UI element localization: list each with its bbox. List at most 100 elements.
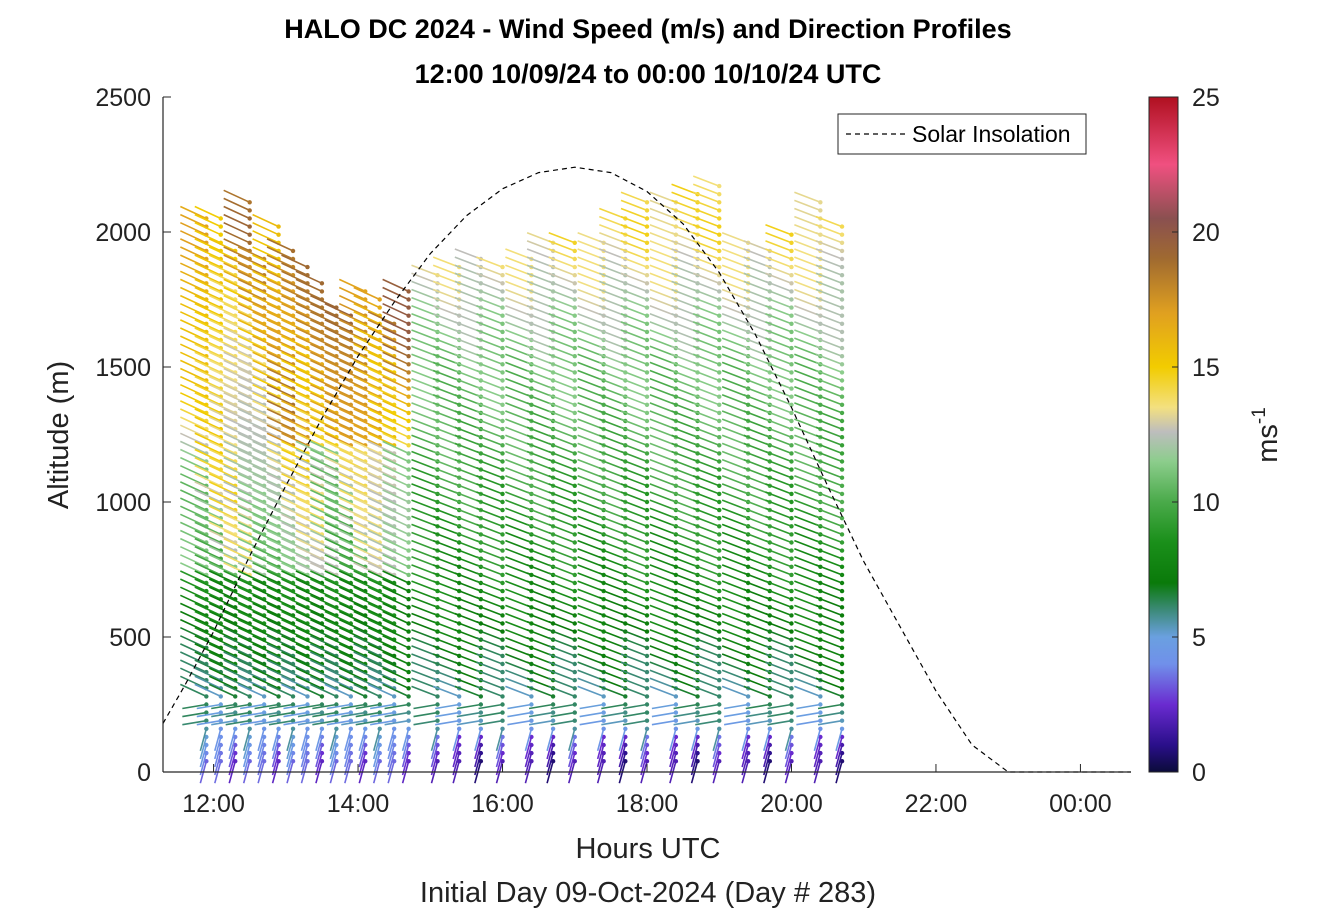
wind-barb	[266, 464, 294, 479]
wind-barb-head	[839, 410, 845, 416]
wind-barb	[550, 711, 575, 718]
wind-barb	[208, 610, 236, 625]
wind-barb	[338, 521, 366, 536]
wind-barb	[266, 667, 294, 681]
wind-barb-head	[644, 208, 650, 213]
wind-barb-head	[572, 297, 577, 302]
wind-barb	[242, 744, 251, 768]
wind-barb	[620, 466, 648, 479]
wind-barb-head	[789, 451, 794, 456]
wind-barb	[223, 562, 251, 576]
wind-barb	[281, 651, 308, 665]
x-tick-label: 14:00	[327, 790, 390, 818]
wind-barb	[237, 343, 265, 357]
wind-barb-head	[644, 459, 650, 464]
wind-barb-head	[500, 613, 505, 618]
wind-barb-head	[500, 443, 505, 448]
wind-barb	[620, 215, 648, 228]
wind-barb-head	[717, 329, 722, 335]
wind-barb	[476, 369, 503, 382]
wind-barb	[324, 311, 352, 325]
wind-barb-head	[334, 702, 339, 707]
wind-barb	[228, 728, 237, 752]
wind-barb	[338, 432, 366, 447]
wind-barb	[281, 311, 308, 325]
wind-barb	[338, 489, 366, 503]
wind-barb	[620, 232, 648, 244]
wind-barb	[266, 400, 294, 414]
wind-barb-head	[644, 321, 650, 326]
wind-barb	[620, 539, 648, 552]
wind-barb	[223, 529, 251, 544]
wind-barb	[223, 424, 251, 438]
wind-barb	[815, 248, 843, 260]
wind-barb	[355, 719, 380, 726]
wind-barb	[271, 736, 280, 760]
wind-barb-head	[839, 289, 845, 294]
wind-barb-head	[529, 710, 534, 715]
wind-barb	[401, 744, 410, 768]
wind-barb-head	[391, 694, 397, 699]
wind-barb-head	[717, 354, 722, 359]
wind-barb-head	[789, 661, 794, 667]
wind-barb-head	[839, 613, 845, 618]
wind-barb-head	[789, 572, 794, 578]
wind-barb	[297, 719, 323, 726]
wind-barb	[382, 545, 409, 560]
wind-barb	[692, 442, 720, 455]
wind-barb-head	[644, 548, 650, 553]
wind-barb	[237, 473, 265, 487]
wind-barb	[223, 375, 251, 390]
wind-barb	[223, 537, 251, 552]
wind-barb-head	[839, 459, 845, 464]
wind-barb	[237, 359, 265, 374]
wind-barb	[546, 728, 554, 752]
wind-barb	[367, 562, 395, 576]
wind-barb	[295, 505, 323, 519]
wind-barb	[223, 359, 251, 374]
wind-barb	[372, 744, 381, 768]
wind-barb-head	[839, 678, 845, 683]
wind-barb	[295, 602, 323, 617]
wind-barb-head	[818, 710, 823, 715]
wind-barb	[194, 392, 222, 406]
wind-barb	[194, 594, 222, 609]
wind-barb	[815, 377, 843, 390]
wind-barb	[765, 637, 792, 649]
wind-barb	[382, 618, 409, 633]
wind-barb	[196, 703, 221, 710]
wind-barb	[353, 635, 381, 649]
wind-barb-head	[644, 256, 650, 262]
wind-barb	[324, 302, 352, 317]
wind-barb-head	[406, 702, 411, 707]
wind-barb	[266, 440, 294, 455]
wind-barb	[266, 408, 294, 422]
wind-barb	[476, 442, 503, 455]
wind-barb-head	[406, 483, 411, 488]
wind-barb	[382, 367, 409, 382]
wind-barb	[815, 685, 843, 698]
wind-barb-head	[204, 710, 209, 715]
wind-barb	[382, 416, 409, 430]
wind-barb	[669, 728, 677, 752]
wind-barb-head	[500, 499, 505, 505]
wind-barb	[692, 215, 720, 228]
wind-barb	[223, 586, 251, 600]
wind-barb	[252, 286, 279, 301]
wind-barb	[208, 286, 236, 301]
wind-barb	[237, 651, 265, 665]
wind-barb	[295, 367, 323, 382]
wind-barb-head	[644, 710, 650, 715]
wind-barb-head	[789, 321, 794, 326]
wind-barb	[310, 302, 337, 317]
wind-barb	[180, 489, 207, 503]
wind-barb-head	[406, 661, 411, 667]
wind-barb	[548, 475, 576, 487]
legend-box	[837, 113, 1087, 155]
wind-barb	[794, 685, 821, 698]
wind-barb	[310, 618, 337, 633]
wind-barb	[548, 402, 576, 414]
wind-barb-head	[644, 613, 650, 618]
wind-barb	[548, 434, 576, 447]
wind-barb	[815, 547, 843, 560]
